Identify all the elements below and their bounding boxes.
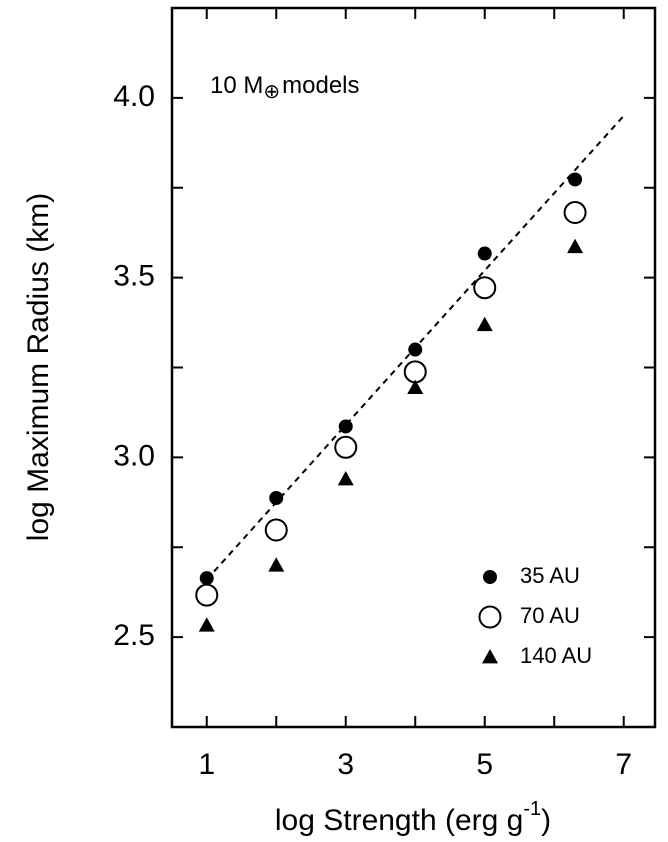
- data-point: [199, 571, 214, 586]
- data-point: [473, 276, 497, 300]
- data-point: [268, 557, 285, 572]
- data-point: [264, 518, 288, 542]
- data-point: [407, 379, 424, 395]
- y-tick-label: 3.0: [113, 439, 155, 472]
- y-tick-label: 2.5: [113, 619, 155, 652]
- x-tick-label: 7: [615, 748, 632, 781]
- x-axis-label: log Strength (erg g-1): [275, 798, 551, 837]
- data-point: [338, 419, 353, 434]
- x-tick-label: 5: [476, 748, 493, 781]
- data-point: [567, 238, 584, 254]
- data-point: [568, 172, 583, 187]
- data-point: [269, 490, 284, 505]
- x-tick-label: 3: [337, 748, 354, 781]
- data-point: [337, 470, 354, 486]
- legend-label: 140 AU: [520, 643, 592, 668]
- x-tick-label: 1: [198, 748, 215, 781]
- data-point: [403, 360, 427, 384]
- legend-marker: [482, 649, 498, 664]
- legend-marker: [483, 570, 497, 584]
- data-point: [195, 583, 219, 607]
- data-point: [334, 435, 358, 459]
- data-point: [477, 246, 492, 261]
- data-point: [198, 617, 215, 632]
- y-tick-label: 3.5: [113, 260, 155, 293]
- annotation: 10 M⊕models: [210, 72, 360, 103]
- y-tick-label: 4.0: [113, 80, 155, 113]
- legend-label: 35 AU: [520, 563, 580, 588]
- data-point: [476, 316, 493, 332]
- legend-marker: [478, 605, 502, 629]
- y-axis-label: log Maximum Radius (km): [22, 193, 55, 541]
- data-point: [408, 342, 423, 357]
- legend-label: 70 AU: [520, 603, 580, 628]
- data-point: [563, 201, 587, 225]
